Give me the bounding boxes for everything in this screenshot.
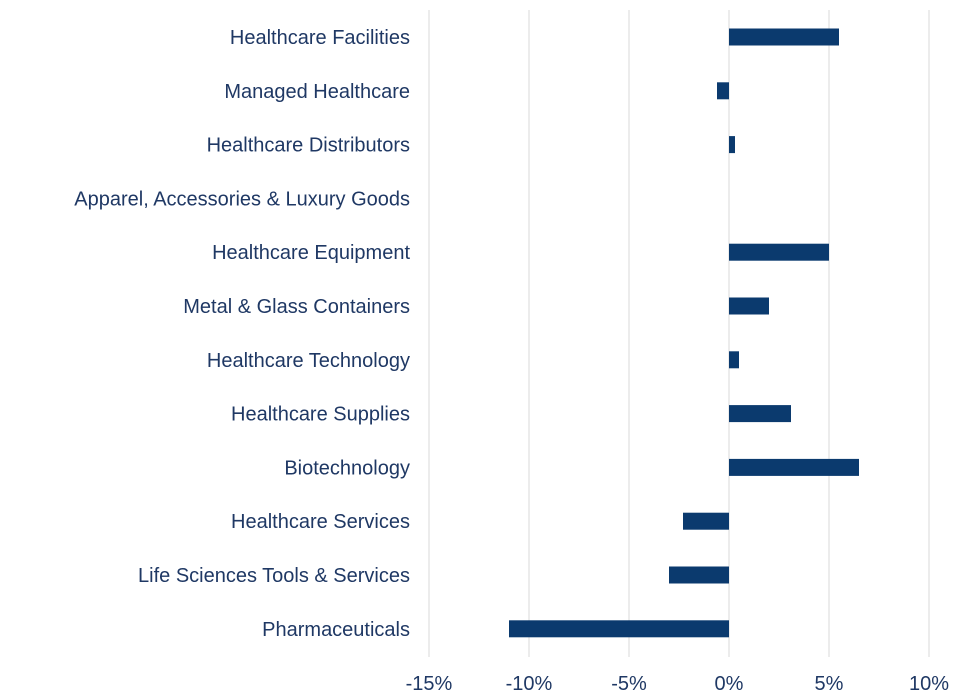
category-label: Life Sciences Tools & Services [138, 565, 410, 587]
grid-lines [428, 10, 930, 657]
x-tick-label: 5% [815, 673, 844, 695]
bar [729, 297, 769, 315]
x-axis-tick-labels: -15% -10% -5% 0% 5% 10% [406, 673, 950, 695]
category-labels: Healthcare Facilities Managed Healthcare H… [74, 27, 410, 641]
bar [729, 458, 859, 476]
bar [669, 566, 729, 584]
category-label: Healthcare Equipment [212, 242, 410, 264]
bar [683, 512, 729, 530]
bar [729, 243, 829, 261]
x-tick-label: -10% [506, 673, 553, 695]
bar [717, 82, 729, 100]
category-label: Healthcare Distributors [207, 135, 410, 157]
bar [729, 405, 791, 423]
category-label: Managed Healthcare [224, 81, 410, 103]
bar [729, 351, 739, 369]
bar [729, 28, 839, 46]
bar [729, 136, 735, 154]
x-tick-label: 10% [909, 673, 949, 695]
category-label: Biotechnology [284, 457, 410, 479]
category-label: Healthcare Technology [207, 350, 410, 372]
category-label: Healthcare Services [231, 511, 410, 533]
category-label: Metal & Glass Containers [183, 296, 410, 318]
x-tick-label: -15% [406, 673, 453, 695]
category-label: Healthcare Facilities [230, 27, 410, 49]
bars [509, 28, 859, 638]
category-label: Apparel, Accessories & Luxury Goods [74, 188, 410, 210]
bar [509, 620, 729, 638]
x-tick-label: -5% [611, 673, 647, 695]
x-tick-label: 0% [715, 673, 744, 695]
category-label: Pharmaceuticals [262, 619, 410, 641]
category-label: Healthcare Supplies [231, 404, 410, 426]
